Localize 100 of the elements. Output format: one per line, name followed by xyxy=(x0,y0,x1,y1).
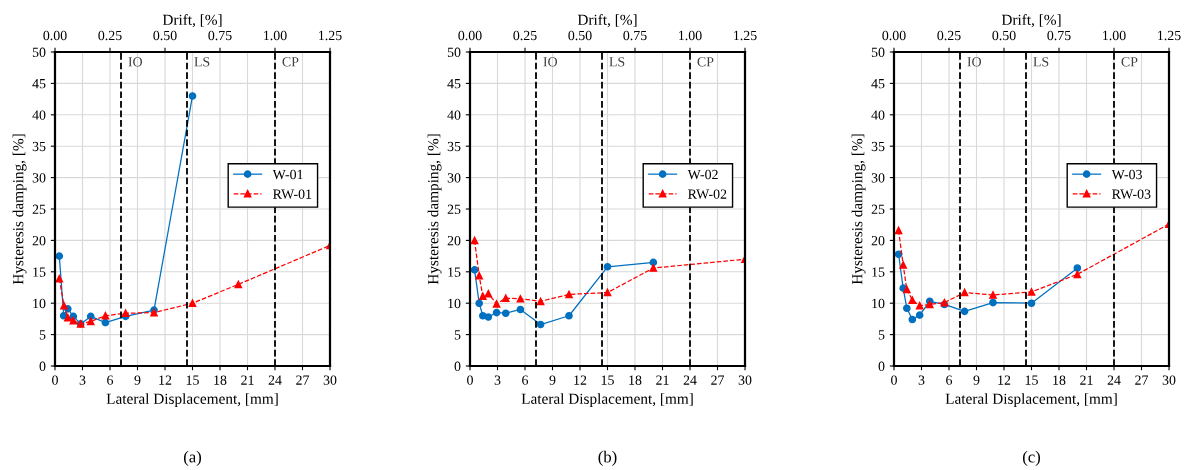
x-tick-label: 3 xyxy=(79,375,86,385)
x2-tick-label: 0.50 xyxy=(568,30,592,41)
x-tick-label: 6 xyxy=(107,375,114,385)
x-tick-label: 27 xyxy=(1135,375,1149,385)
y-tick-label: 10 xyxy=(872,298,885,309)
y-tick-label: 20 xyxy=(871,235,885,246)
y-tick-label: 45 xyxy=(447,79,461,89)
ref-line-label: IO xyxy=(128,57,143,67)
x2-tick-label: 1.25 xyxy=(319,30,342,41)
x2-axis-title: Drift, [%] xyxy=(577,14,637,28)
legend-label: RW-03 xyxy=(1112,189,1151,199)
y-tick-label: 15 xyxy=(448,267,461,277)
x2-tick-label: 0.00 xyxy=(43,30,67,41)
y-tick-label: 50 xyxy=(447,47,461,57)
x2-tick-label: 0.25 xyxy=(98,30,122,41)
y-tick-label: 10 xyxy=(33,298,46,309)
y-tick-label: 50 xyxy=(32,47,46,57)
x-tick-label: 18 xyxy=(214,375,227,385)
x2-tick-label: 0.75 xyxy=(623,30,647,41)
x2-tick-label: 0.50 xyxy=(992,30,1016,41)
x-axis-title: Lateral Displacement, [mm] xyxy=(945,393,1117,408)
text: (b) xyxy=(598,450,617,466)
x-tick-label: 12 xyxy=(574,375,587,385)
y-tick-label: 0 xyxy=(39,361,46,371)
x-tick-label: 3 xyxy=(918,375,925,385)
y-tick-label: 5 xyxy=(39,330,46,340)
x2-tick-label: 1.00 xyxy=(264,30,287,41)
y-tick-label: 5 xyxy=(454,330,461,340)
x-tick-label: 12 xyxy=(998,375,1011,385)
x2-tick-label: 1.25 xyxy=(1158,30,1181,41)
y-tick-label: 25 xyxy=(871,204,885,214)
y-tick-label: 40 xyxy=(871,110,885,120)
x-tick-label: 9 xyxy=(549,375,556,385)
ref-line-label: LS xyxy=(1033,57,1049,67)
x-tick-label: 0 xyxy=(891,375,897,385)
text: (c) xyxy=(1022,450,1041,466)
legend-label: W-02 xyxy=(687,169,718,180)
x-tick-label: 15 xyxy=(601,375,614,385)
x2-tick-label: 0.75 xyxy=(1047,30,1071,41)
y-tick-label: 0 xyxy=(878,361,885,371)
x2-tick-label: 0.50 xyxy=(153,30,177,41)
legend-label: W-03 xyxy=(1111,169,1142,180)
x-tick-label: 9 xyxy=(134,375,141,385)
x-tick-label: 9 xyxy=(973,375,980,385)
ref-line-label: LS xyxy=(194,57,210,67)
y-tick-label: 30 xyxy=(447,173,461,183)
x2-tick-label: 0.25 xyxy=(513,30,537,41)
legend-label: W-01 xyxy=(272,169,303,180)
y-tick-label: 25 xyxy=(447,204,461,214)
x-tick-label: 21 xyxy=(656,375,669,385)
x-tick-label: 27 xyxy=(711,375,725,385)
y-tick-label: 45 xyxy=(871,79,885,89)
y-tick-label: 40 xyxy=(32,110,46,120)
x-axis-title: Lateral Displacement, [mm] xyxy=(521,393,693,408)
text: (a) xyxy=(183,450,202,466)
x-tick-label: 24 xyxy=(683,375,697,385)
x-tick-label: 27 xyxy=(296,375,310,385)
x-tick-label: 24 xyxy=(268,375,282,385)
ref-line-label: IO xyxy=(967,57,982,67)
ref-line-label: IO xyxy=(543,57,558,67)
ref-line-label: CP xyxy=(282,57,299,67)
y-axis-title: Hysteresis damping, [%] xyxy=(12,134,27,285)
x2-axis-title: Drift, [%] xyxy=(1001,14,1061,28)
legend-label: RW-02 xyxy=(688,189,727,199)
y-tick-label: 25 xyxy=(32,204,46,214)
x-tick-label: 12 xyxy=(159,375,172,385)
x-tick-label: 0 xyxy=(467,375,473,385)
y-tick-label: 45 xyxy=(32,79,46,89)
y-axis-title: Hysteresis damping, [%] xyxy=(851,134,866,285)
y-tick-label: 35 xyxy=(871,141,885,152)
y-tick-label: 40 xyxy=(447,110,461,120)
x-axis-title: Lateral Displacement, [mm] xyxy=(106,393,278,408)
y-tick-label: 15 xyxy=(33,267,46,277)
y-tick-label: 30 xyxy=(871,173,885,183)
x2-tick-label: 1.25 xyxy=(734,30,757,41)
y-axis-title: Hysteresis damping, [%] xyxy=(427,134,442,285)
y-tick-label: 0 xyxy=(454,361,461,371)
y-tick-label: 30 xyxy=(32,173,46,183)
x-tick-label: 6 xyxy=(522,375,529,385)
x2-axis-title: Drift, [%] xyxy=(162,14,222,28)
y-tick-label: 20 xyxy=(447,235,461,246)
x2-tick-label: 0.75 xyxy=(208,30,232,41)
x2-tick-label: 1.00 xyxy=(1103,30,1126,41)
x2-tick-label: 0.00 xyxy=(458,30,482,41)
x2-tick-label: 0.25 xyxy=(937,30,961,41)
x-tick-label: 30 xyxy=(738,375,752,385)
y-tick-label: 50 xyxy=(871,47,885,57)
x-tick-label: 3 xyxy=(494,375,501,385)
x-tick-label: 6 xyxy=(946,375,953,385)
x-tick-label: 30 xyxy=(323,375,337,385)
x-tick-label: 24 xyxy=(1107,375,1121,385)
x-tick-label: 18 xyxy=(1053,375,1066,385)
ref-line-label: CP xyxy=(1121,57,1138,67)
ref-line-label: LS xyxy=(609,57,625,67)
x2-tick-label: 1.00 xyxy=(679,30,702,41)
x-tick-label: 15 xyxy=(1025,375,1038,385)
y-tick-label: 20 xyxy=(32,235,46,246)
x2-tick-label: 0.00 xyxy=(882,30,906,41)
y-tick-label: 35 xyxy=(447,141,461,152)
x-tick-label: 15 xyxy=(186,375,199,385)
